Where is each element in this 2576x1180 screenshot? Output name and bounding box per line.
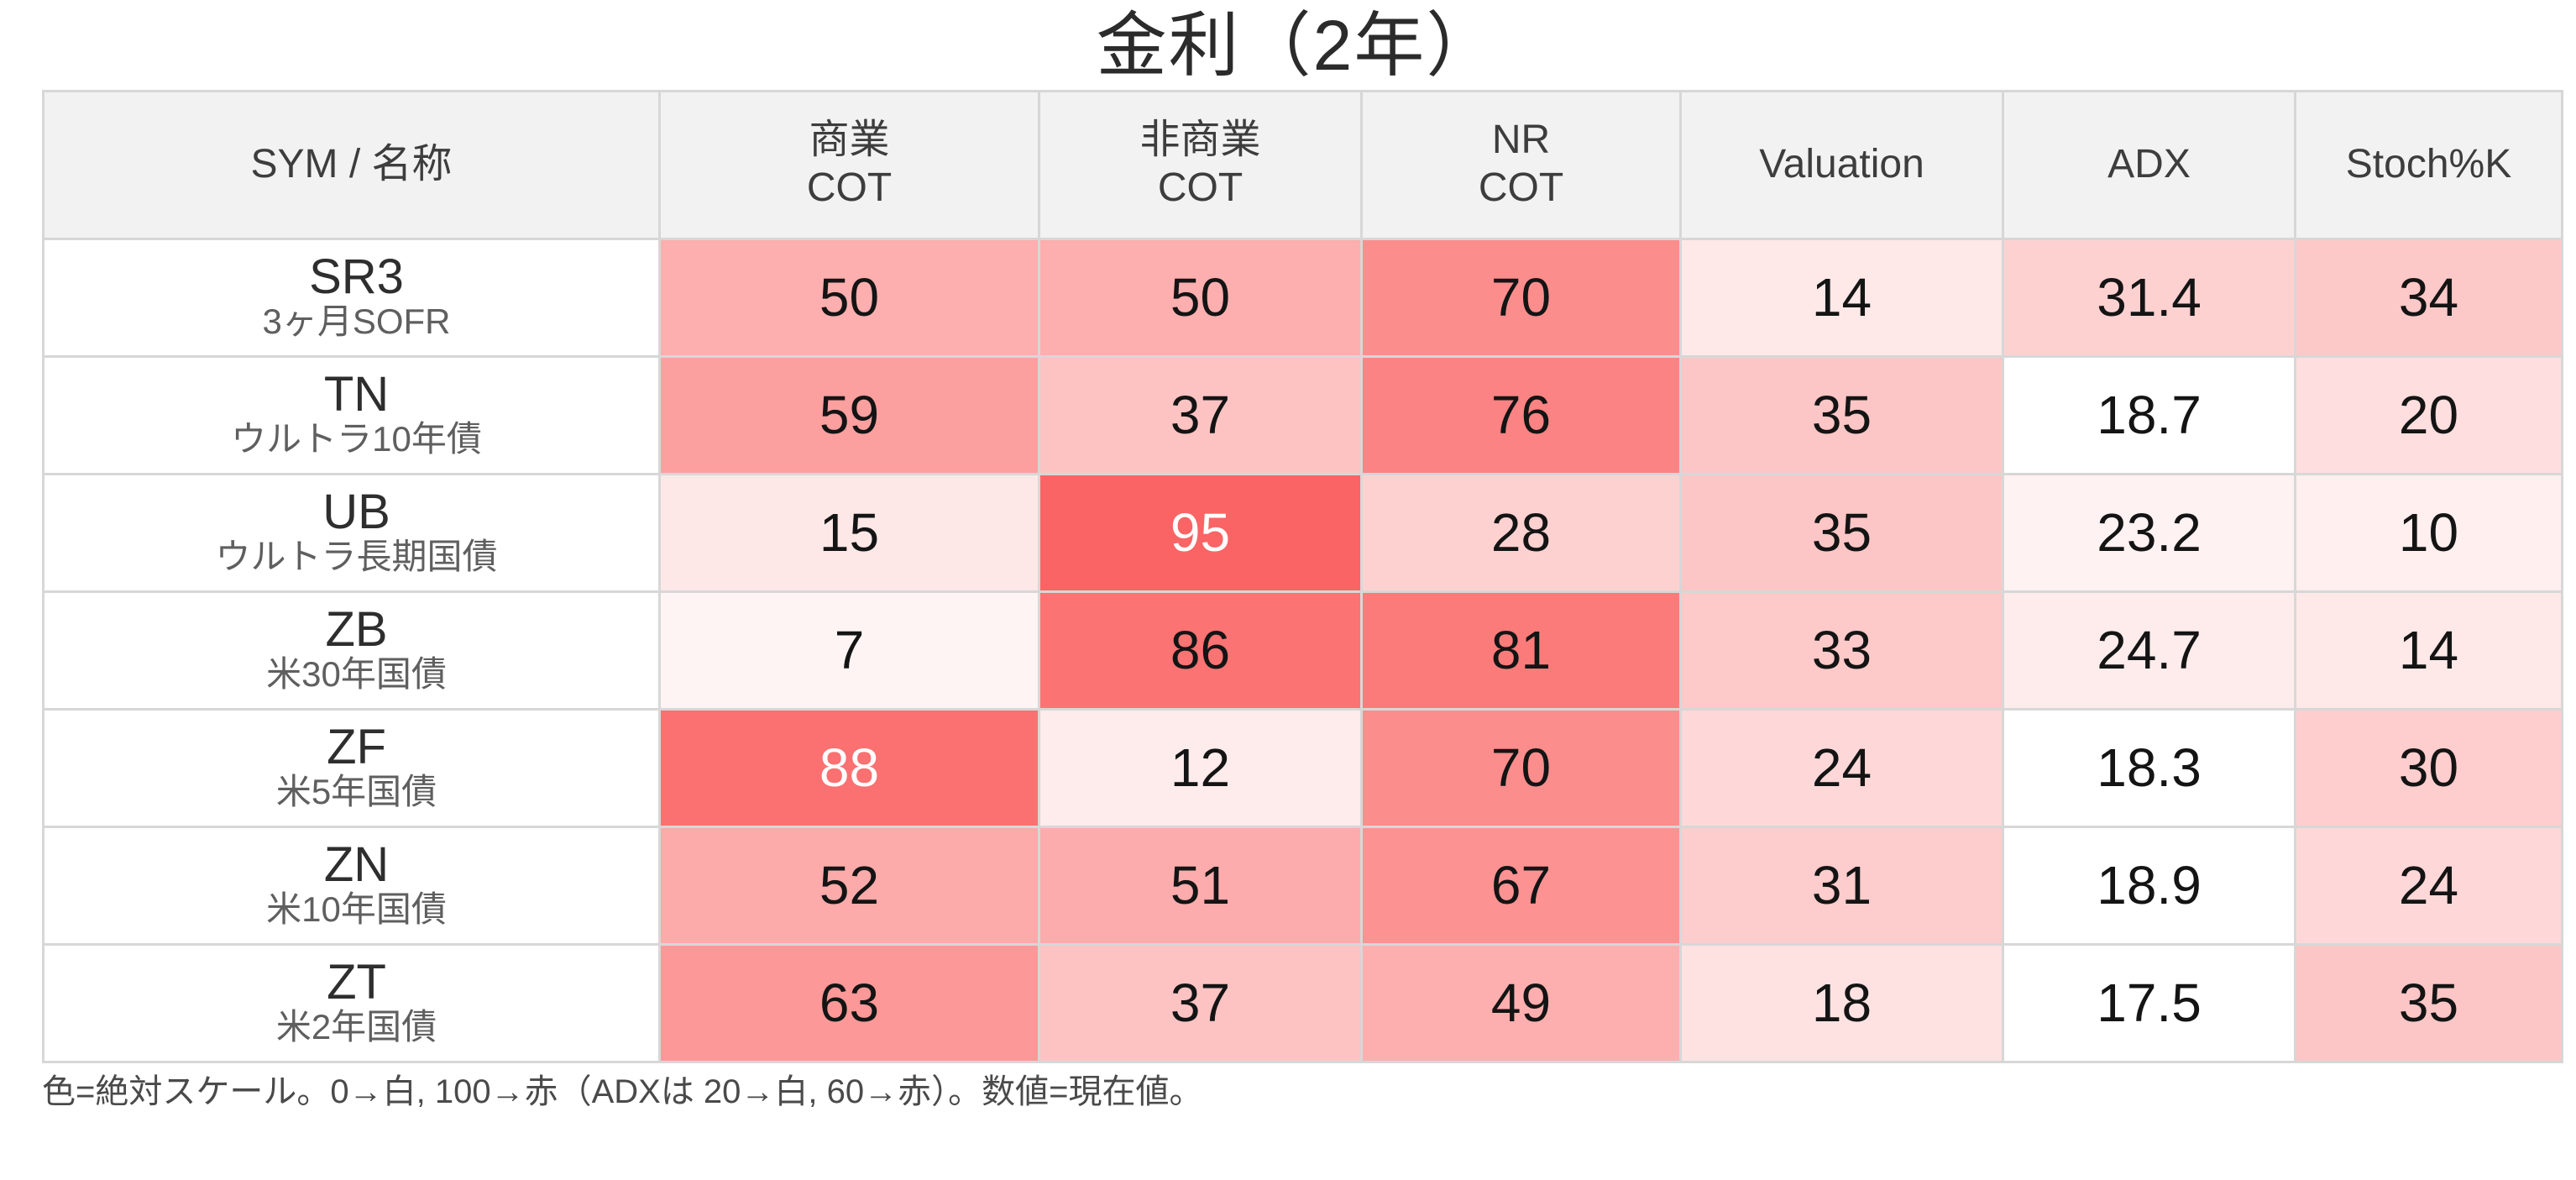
symbol-code: SR3 <box>309 249 404 304</box>
heat-cell-cot_commercial: 52 <box>658 825 1040 946</box>
heat-cell-adx: 18.7 <box>2002 354 2296 475</box>
heat-cell-cot_nr: 28 <box>1360 472 1682 593</box>
heat-cell-stoch_k: 35 <box>2294 942 2563 1063</box>
heat-cell-cot_noncommercial: 86 <box>1038 590 1363 711</box>
symbol-name: 米10年国債 <box>266 889 447 929</box>
heatmap-table: SYM / 名称 商業 COT 非商業 COT NR COT Valuation ADX S… <box>42 89 2563 1063</box>
column-header-sym: SYM / 名称 <box>42 89 661 240</box>
symbol-code: ZF <box>327 719 386 774</box>
symbol-cell: ZT 米2年国債 <box>42 942 661 1063</box>
heat-cell-cot_noncommercial: 51 <box>1038 825 1363 946</box>
heat-cell-valuation: 18 <box>1679 942 2004 1063</box>
header-row: SYM / 名称 商業 COT 非商業 COT NR COT Valuation ADX S… <box>42 89 2563 240</box>
heat-cell-cot_commercial: 7 <box>658 590 1040 711</box>
heat-cell-cot_nr: 49 <box>1360 942 1682 1063</box>
table-row: ZN 米10年国債 52 51 67 31 18.9 24 <box>42 825 2563 946</box>
symbol-name: 米5年国債 <box>275 771 437 811</box>
table-row: ZF 米5年国債 88 12 70 24 18.3 30 <box>42 707 2563 828</box>
table-row: ZB 米30年国債 7 86 81 33 24.7 14 <box>42 590 2563 711</box>
heat-cell-adx: 18.3 <box>2002 707 2296 828</box>
column-header-valuation: Valuation <box>1679 89 2004 240</box>
heat-cell-adx: 17.5 <box>2002 942 2296 1063</box>
heat-cell-stoch_k: 10 <box>2294 472 2563 593</box>
symbol-cell: ZB 米30年国債 <box>42 590 661 711</box>
table-row: ZT 米2年国債 63 37 49 18 17.5 35 <box>42 942 2563 1063</box>
heat-cell-valuation: 35 <box>1679 354 2004 475</box>
symbol-cell: TN ウルトラ10年債 <box>42 354 661 475</box>
heat-cell-stoch_k: 30 <box>2294 707 2563 828</box>
page-title: 金利（2年） <box>1096 6 1499 85</box>
symbol-name: 米2年国債 <box>275 1006 437 1046</box>
symbol-name: 3ヶ月SOFR <box>262 301 451 341</box>
heat-cell-valuation: 35 <box>1679 472 2004 593</box>
heat-cell-cot_noncommercial: 50 <box>1038 237 1363 358</box>
column-header-stoch_k: Stoch%K <box>2294 89 2563 240</box>
heat-cell-cot_nr: 81 <box>1360 590 1682 711</box>
heat-cell-adx: 24.7 <box>2002 590 2296 711</box>
column-header-adx: ADX <box>2002 89 2296 240</box>
heat-cell-adx: 18.9 <box>2002 825 2296 946</box>
column-header-cot_nr: NR COT <box>1360 89 1682 240</box>
symbol-name: ウルトラ長期国債 <box>215 536 498 576</box>
symbol-name: 米30年国債 <box>266 653 447 694</box>
symbol-cell: SR3 3ヶ月SOFR <box>42 237 661 358</box>
heat-cell-cot_commercial: 59 <box>658 354 1040 475</box>
color-scale-footnote: 色=絶対スケール。0→白, 100→赤（ADXは 20→白, 60→赤）。数値=… <box>42 1072 1203 1110</box>
table-row: UB ウルトラ長期国債 15 95 28 35 23.2 10 <box>42 472 2563 593</box>
heat-cell-stoch_k: 20 <box>2294 354 2563 475</box>
symbol-code: TN <box>323 366 390 422</box>
heat-cell-cot_noncommercial: 12 <box>1038 707 1363 828</box>
symbol-code: UB <box>322 484 390 539</box>
heat-cell-cot_commercial: 50 <box>658 237 1040 358</box>
heat-cell-cot_commercial: 88 <box>658 707 1040 828</box>
heat-cell-adx: 31.4 <box>2002 237 2296 358</box>
heat-cell-cot_nr: 70 <box>1360 237 1682 358</box>
symbol-code: ZB <box>325 601 388 657</box>
heat-cell-valuation: 24 <box>1679 707 2004 828</box>
symbol-cell: ZF 米5年国債 <box>42 707 661 828</box>
heat-cell-valuation: 14 <box>1679 237 2004 358</box>
table-row: TN ウルトラ10年債 59 37 76 35 18.7 20 <box>42 354 2563 475</box>
symbol-code: ZT <box>327 954 386 1010</box>
heat-cell-cot_nr: 76 <box>1360 354 1682 475</box>
heat-cell-valuation: 31 <box>1679 825 2004 946</box>
table-row: SR3 3ヶ月SOFR 50 50 70 14 31.4 34 <box>42 237 2563 358</box>
heat-cell-cot_noncommercial: 37 <box>1038 942 1363 1063</box>
heat-cell-cot_nr: 70 <box>1360 707 1682 828</box>
heat-cell-cot_commercial: 15 <box>658 472 1040 593</box>
heat-cell-cot_commercial: 63 <box>658 942 1040 1063</box>
heat-cell-cot_noncommercial: 37 <box>1038 354 1363 475</box>
heat-cell-stoch_k: 24 <box>2294 825 2563 946</box>
heat-cell-stoch_k: 34 <box>2294 237 2563 358</box>
symbol-cell: ZN 米10年国債 <box>42 825 661 946</box>
heat-cell-adx: 23.2 <box>2002 472 2296 593</box>
symbol-code: ZN <box>323 836 390 892</box>
heat-cell-cot_nr: 67 <box>1360 825 1682 946</box>
column-header-cot_noncommercial: 非商業 COT <box>1038 89 1363 240</box>
heat-cell-cot_noncommercial: 95 <box>1038 472 1363 593</box>
symbol-cell: UB ウルトラ長期国債 <box>42 472 661 593</box>
heat-cell-stoch_k: 14 <box>2294 590 2563 711</box>
table-body: SR3 3ヶ月SOFR 50 50 70 14 31.4 34 TN ウルトラ10年債 59 37 76… <box>42 237 2563 1063</box>
symbol-name: ウルトラ10年債 <box>231 418 482 459</box>
heat-cell-valuation: 33 <box>1679 590 2004 711</box>
column-header-cot_commercial: 商業 COT <box>658 89 1040 240</box>
